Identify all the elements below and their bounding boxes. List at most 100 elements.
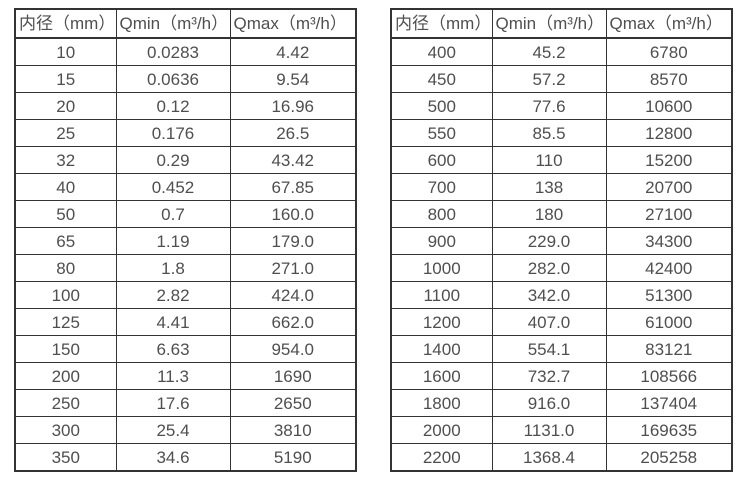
table-cell: 137404	[605, 389, 733, 417]
table-cell: 2.82	[115, 281, 231, 309]
table-cell: 0.0283	[115, 37, 231, 66]
table-row: 1200 407.0 61000	[390, 308, 733, 336]
table-row: 10 0.0283 4.42	[14, 37, 357, 66]
table-cell: 550	[390, 119, 493, 147]
table-cell: 16.96	[229, 92, 357, 120]
table-cell: 300	[14, 416, 117, 444]
table-cell: 1400	[390, 335, 493, 363]
flow-table-small-diameters: 内径（mm） Qmin（m³/h） Qmax（m³/h） 10 0.0283 4.4…	[14, 8, 357, 472]
table-cell: 0.0636	[115, 65, 231, 93]
table-row: 150 6.63 954.0	[14, 335, 357, 363]
table-row: 450 57.2 8570	[390, 65, 733, 93]
table-cell: 600	[390, 146, 493, 174]
table-cell: 1.8	[115, 254, 231, 282]
header-diameter: 内径（mm）	[14, 8, 117, 39]
table-cell: 138	[491, 173, 607, 201]
table-cell: 51300	[605, 281, 733, 309]
table-cell: 125	[14, 308, 117, 336]
table-cell: 2650	[229, 389, 357, 417]
table-cell: 34300	[605, 227, 733, 255]
table-body-right: 400 45.2 6780 450 57.2 8570 500 77.6 10600 550 85.…	[390, 37, 733, 472]
header-row: 内径（mm） Qmin（m³/h） Qmax（m³/h）	[14, 8, 357, 39]
table-row: 1100 342.0 51300	[390, 281, 733, 309]
table-row: 800 180 27100	[390, 200, 733, 228]
table-cell: 20700	[605, 173, 733, 201]
table-cell: 15200	[605, 146, 733, 174]
table-cell: 271.0	[229, 254, 357, 282]
table-cell: 43.42	[229, 146, 357, 174]
table-cell: 0.7	[115, 200, 231, 228]
table-row: 15 0.0636 9.54	[14, 65, 357, 93]
table-cell: 15	[14, 65, 117, 93]
table-cell: 11.3	[115, 362, 231, 390]
table-row: 400 45.2 6780	[390, 37, 733, 66]
table-cell: 900	[390, 227, 493, 255]
table-cell: 34.6	[115, 443, 231, 472]
table-cell: 26.5	[229, 119, 357, 147]
table-cell: 42400	[605, 254, 733, 282]
table-cell: 732.7	[491, 362, 607, 390]
table-cell: 77.6	[491, 92, 607, 120]
table-row: 2200 1368.4 205258	[390, 443, 733, 472]
table-cell: 10	[14, 37, 117, 66]
table-body-left: 10 0.0283 4.42 15 0.0636 9.54 20 0.12 16.96 25 0.1…	[14, 37, 357, 472]
table-cell: 342.0	[491, 281, 607, 309]
table-cell: 150	[14, 335, 117, 363]
table-cell: 1.19	[115, 227, 231, 255]
table-cell: 1690	[229, 362, 357, 390]
table-cell: 205258	[605, 443, 733, 472]
table-row: 65 1.19 179.0	[14, 227, 357, 255]
header-qmin: Qmin（m³/h）	[491, 8, 607, 39]
table-cell: 250	[14, 389, 117, 417]
table-cell: 450	[390, 65, 493, 93]
table-cell: 1600	[390, 362, 493, 390]
table-row: 1800 916.0 137404	[390, 389, 733, 417]
table-cell: 25	[14, 119, 117, 147]
table-cell: 9.54	[229, 65, 357, 93]
table-row: 200 11.3 1690	[14, 362, 357, 390]
table-row: 40 0.452 67.85	[14, 173, 357, 201]
table-cell: 169635	[605, 416, 733, 444]
table-cell: 954.0	[229, 335, 357, 363]
table-row: 1400 554.1 83121	[390, 335, 733, 363]
table-cell: 1368.4	[491, 443, 607, 472]
table-cell: 800	[390, 200, 493, 228]
table-cell: 100	[14, 281, 117, 309]
table-cell: 0.176	[115, 119, 231, 147]
table-cell: 10600	[605, 92, 733, 120]
table-row: 600 110 15200	[390, 146, 733, 174]
table-cell: 45.2	[491, 37, 607, 66]
table-row: 300 25.4 3810	[14, 416, 357, 444]
table-cell: 5190	[229, 443, 357, 472]
table-row: 250 17.6 2650	[14, 389, 357, 417]
table-cell: 400	[390, 37, 493, 66]
table-cell: 179.0	[229, 227, 357, 255]
table-row: 125 4.41 662.0	[14, 308, 357, 336]
table-cell: 40	[14, 173, 117, 201]
table-cell: 61000	[605, 308, 733, 336]
table-cell: 200	[14, 362, 117, 390]
table-row: 80 1.8 271.0	[14, 254, 357, 282]
table-cell: 85.5	[491, 119, 607, 147]
table-cell: 662.0	[229, 308, 357, 336]
header-qmin: Qmin（m³/h）	[115, 8, 231, 39]
table-cell: 12800	[605, 119, 733, 147]
table-row: 500 77.6 10600	[390, 92, 733, 120]
table-cell: 67.85	[229, 173, 357, 201]
table-cell: 32	[14, 146, 117, 174]
table-cell: 6.63	[115, 335, 231, 363]
header-qmax: Qmax（m³/h）	[605, 8, 733, 39]
table-cell: 110	[491, 146, 607, 174]
header-qmax: Qmax（m³/h）	[229, 8, 357, 39]
table-row: 50 0.7 160.0	[14, 200, 357, 228]
table-cell: 4.42	[229, 37, 357, 66]
table-cell: 1800	[390, 389, 493, 417]
table-row: 700 138 20700	[390, 173, 733, 201]
table-row: 1600 732.7 108566	[390, 362, 733, 390]
table-row: 100 2.82 424.0	[14, 281, 357, 309]
table-cell: 1200	[390, 308, 493, 336]
table-cell: 3810	[229, 416, 357, 444]
header-row: 内径（mm） Qmin（m³/h） Qmax（m³/h）	[390, 8, 733, 39]
table-row: 1000 282.0 42400	[390, 254, 733, 282]
